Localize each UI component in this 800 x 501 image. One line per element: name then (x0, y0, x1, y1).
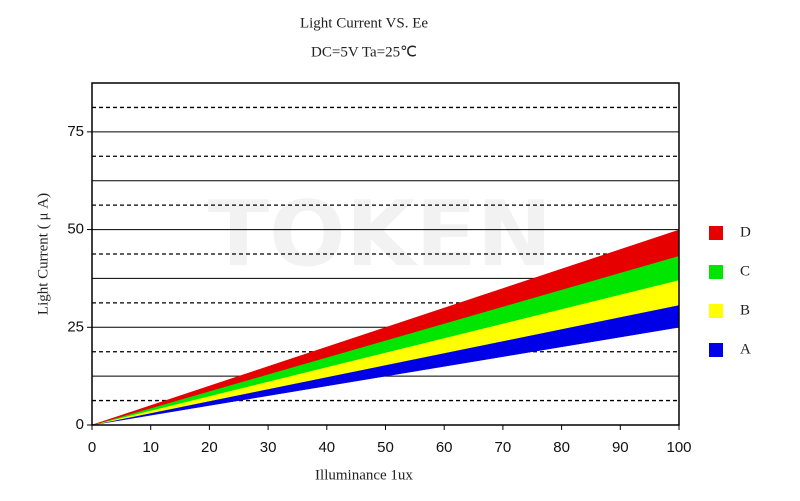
x-tick-label: 30 (260, 439, 277, 456)
legend-label: A (740, 341, 751, 357)
legend-label: D (740, 224, 751, 240)
legend-swatch (709, 304, 723, 318)
legend-swatch (709, 343, 723, 357)
x-tick-label: 60 (436, 439, 453, 456)
legend-swatch (709, 265, 723, 279)
x-tick-label: 0 (88, 439, 96, 456)
y-tick-label: 25 (67, 318, 84, 335)
y-tick-label: 50 (67, 221, 84, 238)
x-axis-label: Illuminance 1ux (315, 467, 413, 483)
x-tick-label: 40 (318, 439, 335, 456)
x-tick-label: 20 (201, 439, 218, 456)
x-tick-label: 50 (377, 439, 394, 456)
x-tick-label: 100 (666, 439, 691, 456)
x-tick-label: 90 (612, 439, 629, 456)
x-tick-label: 10 (142, 439, 159, 456)
x-tick-label: 70 (495, 439, 512, 456)
x-tick-label: 80 (553, 439, 570, 456)
y-axis-label: Light Current ( μ A) (35, 193, 51, 315)
y-tick-label: 0 (76, 416, 84, 433)
y-tick-label: 75 (67, 123, 84, 140)
legend-label: C (740, 263, 750, 279)
watermark: TOKEN (208, 182, 552, 287)
legend-swatch (709, 226, 723, 240)
chart-title: Light Current VS. Ee (300, 15, 428, 31)
chart-subtitle: DC=5V Ta=25℃ (311, 44, 417, 60)
legend-label: B (740, 302, 750, 318)
